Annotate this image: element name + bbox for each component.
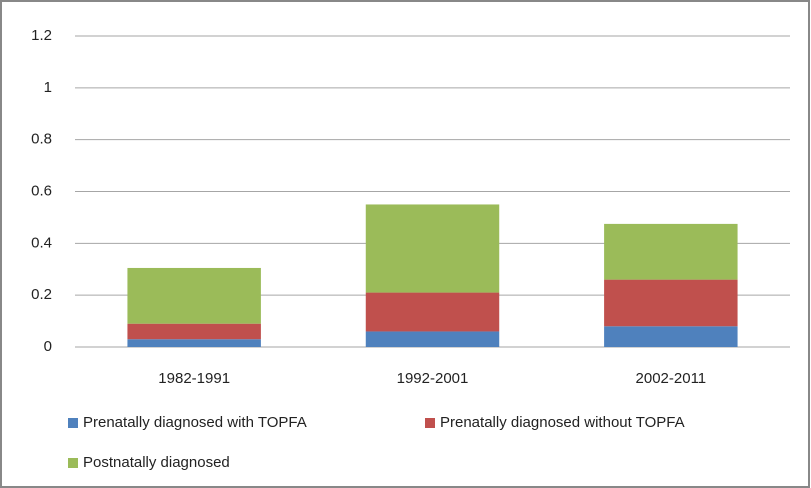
legend-marker: [68, 418, 78, 428]
bar-segment: [604, 223, 738, 280]
legend-label: Prenatally diagnosed without TOPFA: [440, 414, 685, 431]
bar-segment: [127, 339, 261, 347]
bar-segment: [127, 323, 261, 340]
y-tick-label: 1.2: [31, 27, 52, 44]
bar-segment: [365, 331, 500, 347]
legend-label: Prenatally diagnosed with TOPFA: [83, 414, 307, 431]
y-tick-label: 0.4: [31, 234, 52, 251]
legend-marker: [68, 458, 78, 468]
y-tick-label: 0: [44, 338, 52, 355]
y-tick-label: 0.2: [31, 286, 52, 303]
legend-label: Postnatally diagnosed: [83, 454, 230, 471]
y-tick-label: 1: [44, 79, 52, 96]
bar-segment: [127, 267, 261, 324]
x-tick-label: 1992-2001: [397, 370, 469, 387]
legend-marker: [425, 418, 435, 428]
y-tick-label: 0.8: [31, 131, 52, 148]
bar-segment: [604, 326, 738, 347]
x-tick-label: 1982-1991: [158, 370, 230, 387]
x-tick-label: 2002-2011: [636, 370, 707, 387]
bar-segment: [604, 279, 738, 327]
bar-segment: [365, 292, 500, 332]
y-tick-label: 0.6: [31, 182, 52, 199]
bar-segment: [365, 204, 500, 293]
